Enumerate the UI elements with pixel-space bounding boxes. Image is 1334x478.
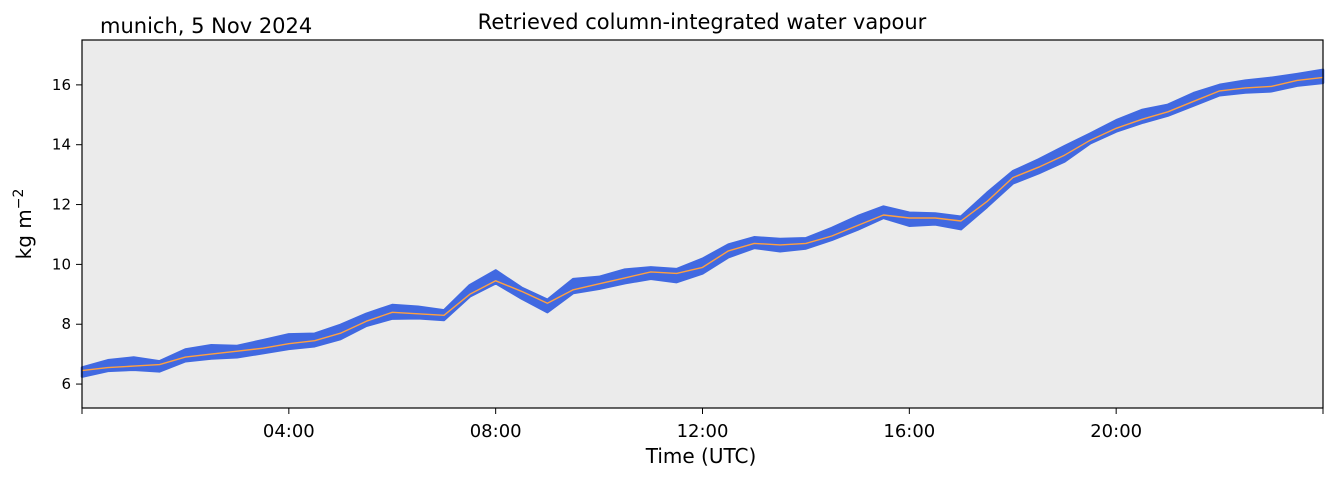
x-tick-label: 12:00: [677, 421, 729, 442]
location-date-label: munich, 5 Nov 2024: [100, 14, 312, 38]
x-tick-label: 20:00: [1090, 421, 1142, 442]
y-tick-label: 12: [52, 196, 71, 214]
y-tick-label: 10: [52, 255, 71, 273]
y-tick-label: 8: [61, 315, 71, 333]
y-axis-label: kg m−2: [11, 189, 36, 260]
x-tick-label: 16:00: [883, 421, 935, 442]
y-axis-label-base: kg m: [12, 209, 36, 259]
y-tick-label: 6: [61, 375, 71, 393]
x-tick-label: 04:00: [263, 421, 315, 442]
series-line-1: [81, 76, 1324, 372]
y-tick-label: 14: [52, 136, 71, 154]
y-axis-label-exponent: −2: [11, 189, 27, 210]
chart-title: Retrieved column-integrated water vapour: [478, 10, 927, 34]
x-axis-label: Time (UTC): [645, 444, 757, 468]
y-tick-label: 16: [52, 76, 71, 94]
x-tick-label: 08:00: [470, 421, 522, 442]
